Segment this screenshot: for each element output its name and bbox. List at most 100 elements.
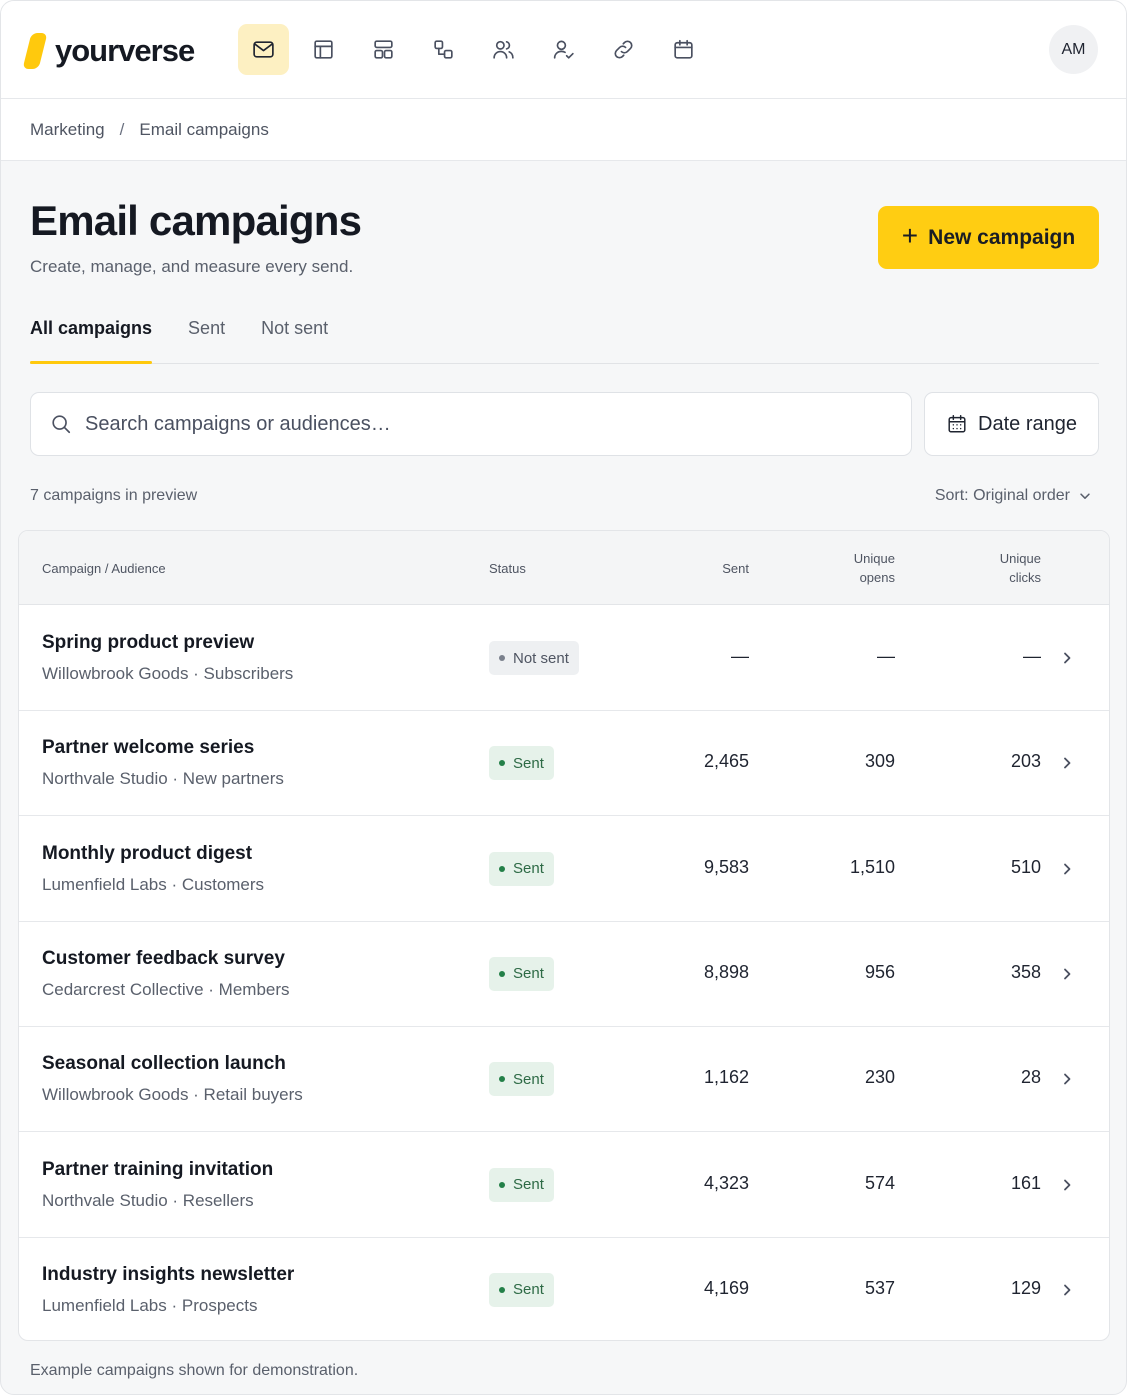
status-label: Sent <box>513 965 544 983</box>
status-badge: Sent <box>489 956 554 991</box>
sent-count: 4,169 <box>703 1277 749 1298</box>
column-campaign: Campaign / Audience <box>42 561 166 576</box>
status-label: Sent <box>513 860 544 878</box>
column-status: Status <box>489 561 526 576</box>
unique-opens: 1,510 <box>849 856 895 877</box>
campaign-audience: Lumenfield Labs · Prospects <box>42 1295 258 1315</box>
chevron-down-icon <box>1080 493 1090 499</box>
breadcrumb-bar: Marketing / Email campaigns <box>1 99 1126 161</box>
chevron-right-icon[interactable] <box>1059 966 1075 982</box>
sort-dropdown[interactable]: Sort: Original order <box>935 487 1092 505</box>
sent-count: 8,898 <box>703 961 749 982</box>
unique-opens: 574 <box>864 1172 895 1193</box>
new-campaign-button[interactable]: + New campaign <box>878 206 1099 269</box>
campaigns-table: Campaign / Audience Status Sent Unique o… <box>18 530 1110 1341</box>
unique-opens: 230 <box>864 1067 895 1088</box>
campaign-audience: Willowbrook Goods · Subscribers <box>42 664 294 683</box>
campaign-name: Spring product preview <box>42 632 255 653</box>
status-badge: Sent <box>489 1062 554 1097</box>
chevron-right-icon[interactable] <box>1059 650 1075 666</box>
page-subtitle: Create, manage, and measure every send. <box>30 257 354 276</box>
campaign-audience: Northvale Studio · Resellers <box>42 1190 254 1210</box>
campaign-name: Customer feedback survey <box>42 947 285 969</box>
unique-clicks: 161 <box>1010 1172 1041 1193</box>
table-row[interactable]: Seasonal collection launch Willowbrook Go… <box>19 1027 1109 1133</box>
breadcrumb-separator: / <box>119 120 125 139</box>
status-dot-icon <box>499 865 505 872</box>
campaign-count: 7 campaigns in preview <box>30 487 198 504</box>
sort-label: Sort: Original order <box>934 487 1070 504</box>
status-dot-icon <box>499 1076 505 1083</box>
chevron-right-icon[interactable] <box>1059 1071 1075 1087</box>
status-badge: Sent <box>489 851 554 886</box>
tab-all-campaigns[interactable]: All campaigns <box>30 313 153 364</box>
unique-opens: — <box>877 646 895 666</box>
table-row[interactable]: Spring product preview Willowbrook Goods … <box>19 606 1109 711</box>
status-dot-icon <box>499 760 505 767</box>
table-row[interactable]: Industry insights newsletter Lumenfield L… <box>19 1238 1109 1340</box>
column-sent: Sent <box>722 561 749 576</box>
sent-count: — <box>731 646 749 666</box>
workflow-icon <box>434 40 453 59</box>
campaign-audience: Cedarcrest Collective · Members <box>42 979 290 999</box>
link-icon <box>614 40 633 59</box>
campaign-audience: Northvale Studio · New partners <box>42 769 284 789</box>
tab-sent[interactable]: Sent <box>188 318 226 338</box>
breadcrumb-marketing[interactable]: Marketing <box>30 120 105 139</box>
unique-clicks: 358 <box>1010 961 1041 982</box>
table-row[interactable]: Monthly product digest Lumenfield Labs · … <box>19 817 1109 922</box>
users-icon <box>493 40 514 59</box>
status-dot-icon <box>499 1181 505 1188</box>
column-opens-line2: opens <box>859 570 895 585</box>
column-clicks-line1: Unique <box>999 551 1041 566</box>
nav-calendar[interactable] <box>658 24 709 75</box>
nav-workflows[interactable] <box>418 24 469 75</box>
campaign-audience: Willowbrook Goods · Retail buyers <box>42 1085 303 1105</box>
table-header: Campaign / Audience Status Sent Unique o… <box>19 531 1109 605</box>
calendar-icon <box>674 39 693 59</box>
search-icon <box>52 415 71 434</box>
campaign-name: Partner training invitation <box>42 1158 274 1180</box>
status-label: Sent <box>513 1070 544 1088</box>
brand-name: yourverse <box>55 33 195 68</box>
user-check-icon <box>553 40 574 59</box>
unique-clicks: 28 <box>1020 1067 1041 1088</box>
unique-opens: 537 <box>864 1277 895 1298</box>
chevron-right-icon[interactable] <box>1059 1177 1075 1193</box>
nav-layout[interactable] <box>298 24 349 75</box>
plus-icon: + <box>901 220 919 251</box>
date-range-button[interactable]: Date range <box>924 392 1099 456</box>
unique-clicks: 203 <box>1010 751 1041 772</box>
nav-templates[interactable] <box>358 24 409 75</box>
status-badge: Sent <box>489 1167 554 1202</box>
unique-opens: 956 <box>864 961 895 982</box>
chevron-right-icon[interactable] <box>1059 755 1075 771</box>
nav-email[interactable] <box>238 24 289 75</box>
user-avatar[interactable]: AM <box>1049 25 1098 74</box>
status-label: Sent <box>513 1281 544 1299</box>
breadcrumb: Marketing / Email campaigns <box>30 120 269 140</box>
tab-not-sent[interactable]: Not sent <box>261 318 329 338</box>
logo-mark-icon <box>22 33 48 69</box>
footnote: Example campaigns shown for demonstratio… <box>30 1362 359 1379</box>
nav-contacts[interactable] <box>538 24 589 75</box>
table-row[interactable]: Partner training invitation Northvale Stu… <box>19 1133 1109 1238</box>
sent-count: 1,162 <box>703 1067 749 1088</box>
layout-icon <box>314 40 333 59</box>
brand-logo[interactable]: yourverse <box>22 31 195 71</box>
table-row[interactable]: Customer feedback survey Cedarcrest Colle… <box>19 922 1109 1027</box>
chevron-right-icon[interactable] <box>1059 861 1075 877</box>
column-unique-opens: Unique opens <box>854 549 895 587</box>
template-icon <box>374 40 393 59</box>
table-row[interactable]: Partner welcome series Northvale Studio ·… <box>19 711 1109 817</box>
chevron-right-icon[interactable] <box>1059 1282 1075 1298</box>
nav-links[interactable] <box>598 24 649 75</box>
sent-count: 4,323 <box>703 1172 749 1193</box>
sent-count: 9,583 <box>703 856 749 877</box>
new-campaign-label: New campaign <box>928 225 1076 249</box>
top-bar: yourverse <box>1 1 1126 99</box>
campaign-name: Seasonal collection launch <box>42 1053 286 1075</box>
search-input[interactable] <box>85 412 865 436</box>
status-dot-icon <box>499 1286 505 1293</box>
nav-audiences[interactable] <box>478 24 529 75</box>
